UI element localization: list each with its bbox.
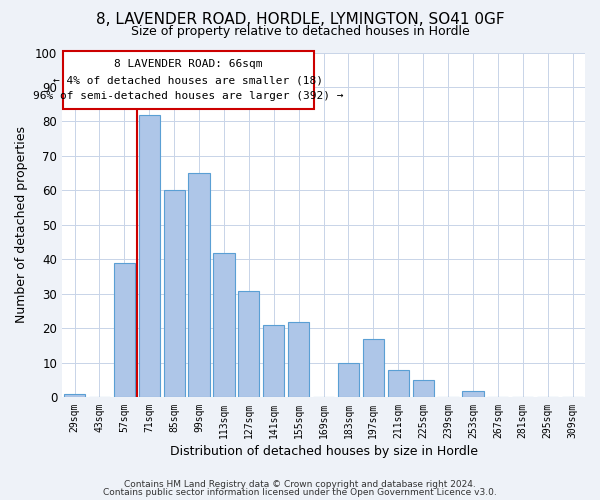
Bar: [288, 322, 309, 398]
Bar: [214, 252, 235, 398]
Bar: [238, 290, 259, 398]
Text: 8 LAVENDER ROAD: 66sqm
← 4% of detached houses are smaller (18)
96% of semi-deta: 8 LAVENDER ROAD: 66sqm ← 4% of detached …: [33, 60, 344, 100]
Text: Contains public sector information licensed under the Open Government Licence v3: Contains public sector information licen…: [103, 488, 497, 497]
Bar: [463, 390, 484, 398]
Text: 8, LAVENDER ROAD, HORDLE, LYMINGTON, SO41 0GF: 8, LAVENDER ROAD, HORDLE, LYMINGTON, SO4…: [95, 12, 505, 28]
Bar: [188, 173, 209, 398]
Bar: [164, 190, 185, 398]
X-axis label: Distribution of detached houses by size in Hordle: Distribution of detached houses by size …: [170, 444, 478, 458]
Bar: [363, 339, 384, 398]
Bar: [338, 363, 359, 398]
Text: Contains HM Land Registry data © Crown copyright and database right 2024.: Contains HM Land Registry data © Crown c…: [124, 480, 476, 489]
Bar: [114, 263, 135, 398]
Text: Size of property relative to detached houses in Hordle: Size of property relative to detached ho…: [131, 25, 469, 38]
Bar: [64, 51, 314, 110]
Bar: [388, 370, 409, 398]
Bar: [413, 380, 434, 398]
Bar: [64, 394, 85, 398]
Bar: [139, 114, 160, 398]
Bar: [263, 325, 284, 398]
Y-axis label: Number of detached properties: Number of detached properties: [15, 126, 28, 324]
